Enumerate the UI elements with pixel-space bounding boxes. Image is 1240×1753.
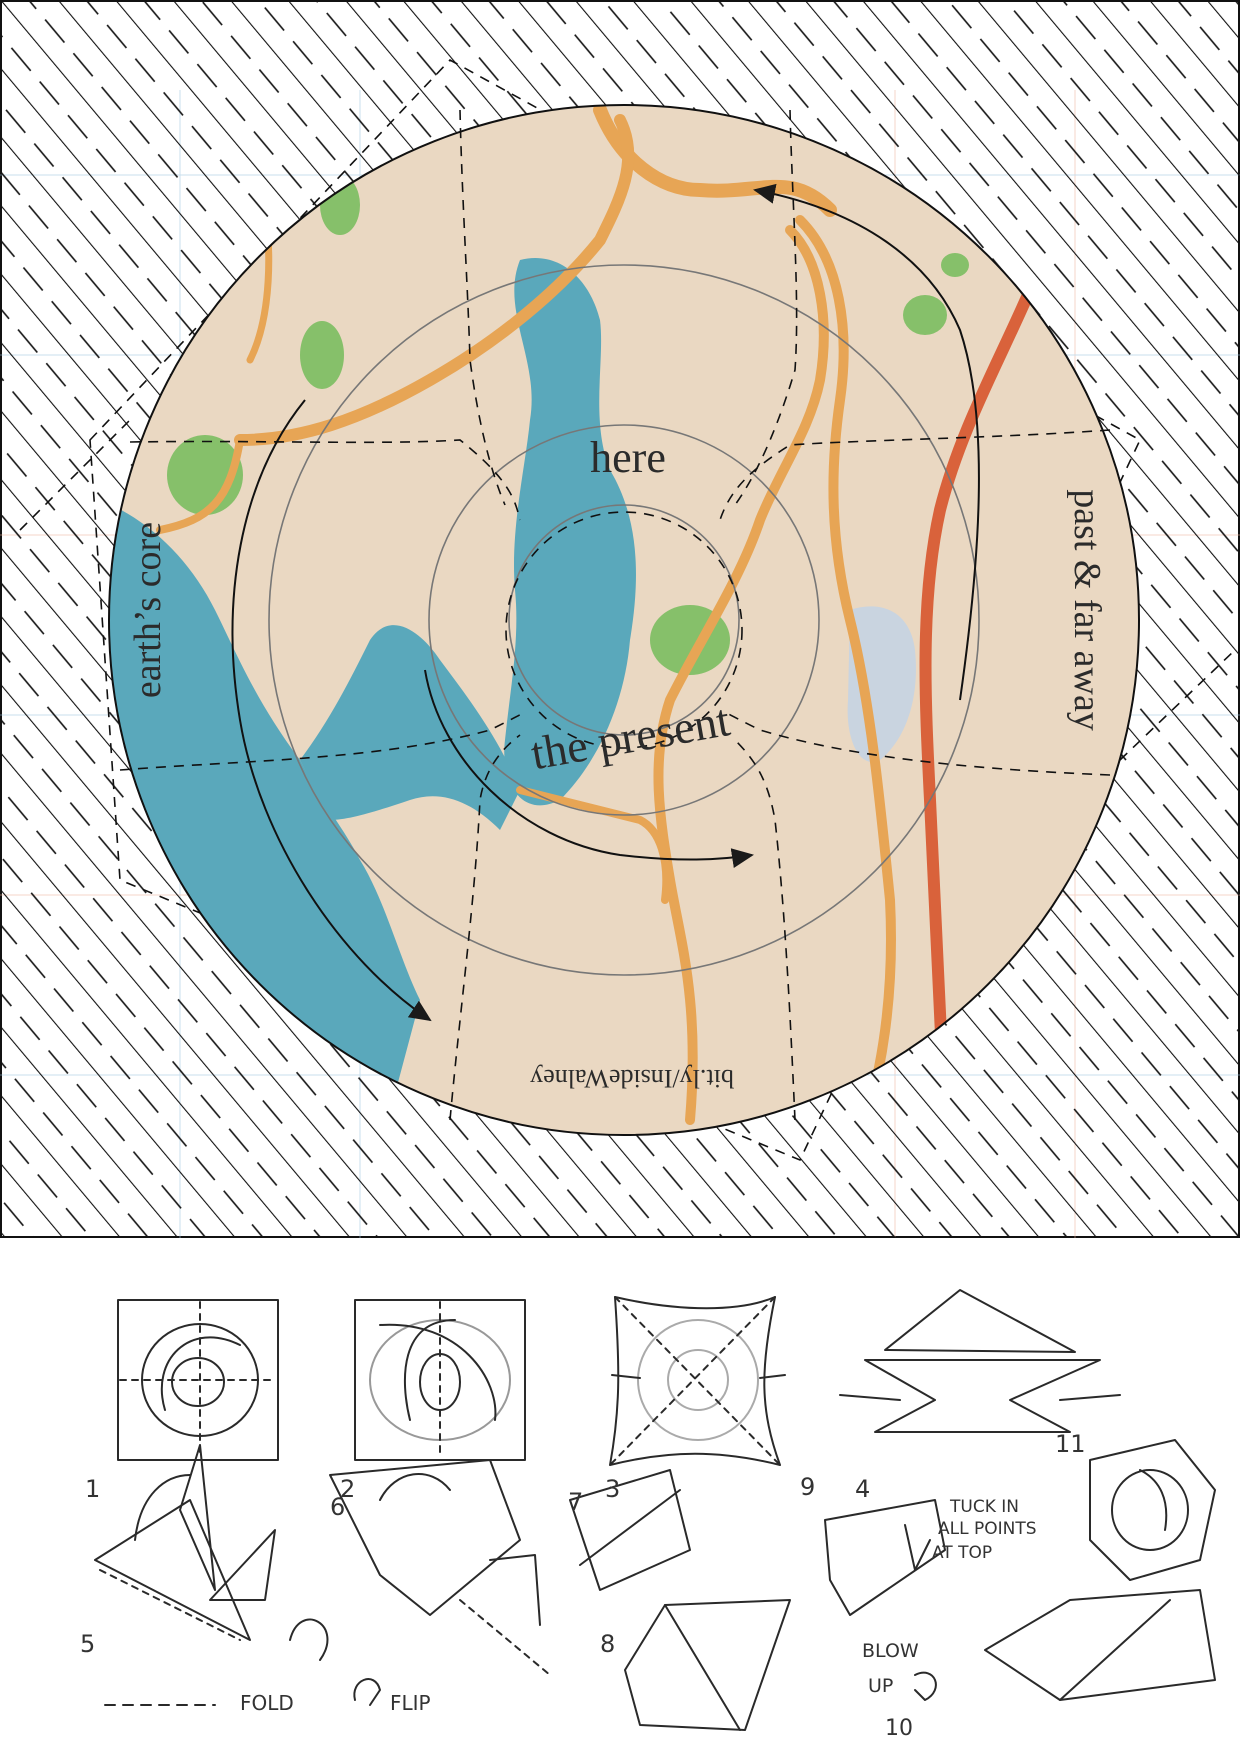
step-number-9: 9	[800, 1473, 815, 1501]
step-11-diagram	[1089, 1439, 1216, 1581]
note-tuck-line-3: AT TOP	[932, 1543, 992, 1563]
outer-dashed-square	[19, 59, 1236, 1162]
note-tuck-line-2: ALL POINTS	[938, 1519, 1037, 1539]
map-park	[903, 295, 947, 335]
step-number-6: 6	[330, 1493, 345, 1521]
note-blow-line-2: UP	[868, 1675, 893, 1697]
guide-rings	[268, 264, 980, 976]
map-disc-border	[108, 104, 1140, 1136]
step-9-diagram	[824, 1499, 946, 1616]
label-past-far-away: past & far away	[1066, 489, 1108, 731]
arrow-bottom-swoop	[424, 669, 754, 868]
step-2-diagram	[354, 1299, 526, 1461]
step-number-4: 4	[855, 1475, 870, 1503]
map-park	[300, 321, 344, 389]
note-blow-line-1: BLOW	[862, 1640, 919, 1662]
map-disc: here earth’s core past & far away the pr…	[108, 104, 1140, 1136]
map-lake-channel	[300, 625, 520, 830]
label-here: here	[590, 433, 666, 482]
fold-lines	[119, 109, 1111, 1121]
legend-flip-icon	[353, 1678, 381, 1706]
label-url: bit.ly/InsideWalney	[530, 1064, 734, 1093]
step-1-diagram	[117, 1299, 279, 1461]
step-number-3: 3	[605, 1475, 620, 1503]
step-number-5: 5	[80, 1630, 95, 1658]
instructions-panel	[94, 1289, 1216, 1731]
arrow-left-swoop	[231, 399, 432, 1022]
label-earths-core: earth’s core	[127, 522, 169, 698]
step-3-diagram	[609, 1296, 786, 1466]
note-tuck-line-1: TUCK IN	[949, 1497, 1019, 1517]
step-number-7: 7	[568, 1488, 583, 1516]
step-number-8: 8	[600, 1630, 615, 1658]
fold-arrows	[231, 183, 980, 1022]
step-number-10: 10	[885, 1716, 913, 1741]
map-roads	[156, 105, 896, 1135]
step-number-2: 2	[340, 1475, 355, 1503]
step-7-8-diagram	[569, 1469, 791, 1731]
arrow-right-swoop	[753, 183, 980, 701]
step-5-diagram	[94, 1444, 329, 1661]
map-highway	[919, 287, 1036, 1121]
legend-fold-label: FOLD	[240, 1691, 294, 1715]
legend-flip-label: FLIP	[390, 1691, 431, 1715]
instruction-text: 1 2 3 4 5 6 7 8 9 10 11 TUCK IN ALL POIN…	[80, 1430, 1086, 1741]
step-6-diagram	[329, 1459, 551, 1676]
step-10-diagram	[914, 1589, 1216, 1701]
step-number-1: 1	[85, 1475, 100, 1503]
step-4-diagram	[839, 1289, 1121, 1433]
map-park	[941, 253, 969, 277]
map-river	[504, 258, 636, 806]
step-number-11: 11	[1055, 1430, 1086, 1458]
